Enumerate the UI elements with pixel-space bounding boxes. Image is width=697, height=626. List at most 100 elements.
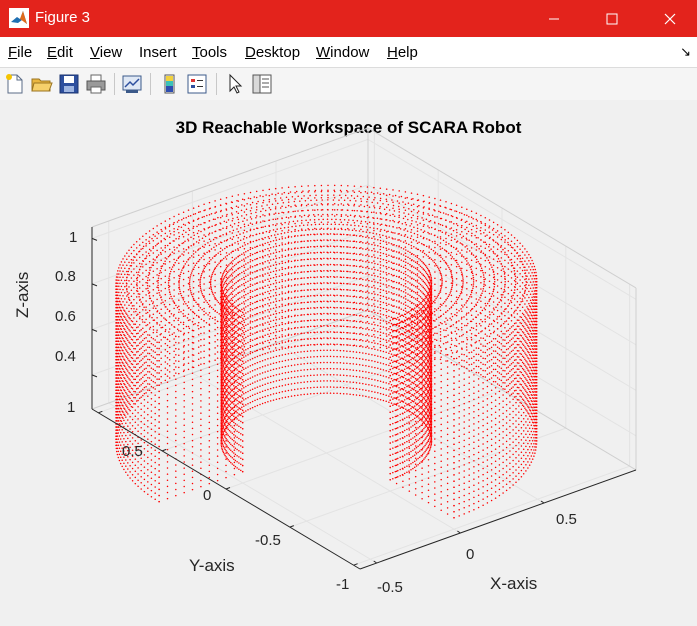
scatter-point xyxy=(148,383,151,385)
menu-insert[interactable]: Insert xyxy=(139,44,177,61)
scatter-point xyxy=(455,363,458,366)
scatter-point xyxy=(450,239,453,242)
scatter-point xyxy=(154,492,156,494)
axis-box-edge xyxy=(91,127,369,228)
scatter-point xyxy=(408,415,410,417)
scatter-point xyxy=(154,473,156,476)
print-icon xyxy=(86,74,106,94)
scatter-point xyxy=(392,318,394,321)
scatter-point xyxy=(392,459,394,462)
open-file-button[interactable] xyxy=(30,72,54,96)
scatter-point xyxy=(243,309,246,311)
colorbar-button[interactable] xyxy=(158,72,182,96)
scatter-point xyxy=(192,207,195,209)
scatter-point xyxy=(473,453,475,456)
menu-help[interactable]: Help xyxy=(387,44,418,61)
scatter-point xyxy=(145,373,147,376)
scatter-point xyxy=(214,224,216,227)
pointer-button[interactable] xyxy=(223,72,247,96)
scatter-point xyxy=(225,227,228,230)
figure-canvas[interactable]: 3D Reachable Workspace of SCARA Robot 1 … xyxy=(0,100,697,626)
scatter-point xyxy=(145,324,147,327)
scatter-point xyxy=(187,337,190,340)
scatter-point xyxy=(121,349,123,351)
scatter-point xyxy=(458,515,460,517)
scatter-point xyxy=(130,350,133,353)
scatter-point xyxy=(126,252,128,254)
new-figure-button[interactable] xyxy=(3,72,27,96)
scatter-point xyxy=(428,389,430,392)
plot-3d-axes[interactable] xyxy=(0,100,697,626)
menu-view[interactable]: View xyxy=(90,44,123,61)
scatter-point xyxy=(529,397,532,400)
link-plot-button[interactable] xyxy=(120,72,144,96)
scatter-point xyxy=(500,385,503,388)
scatter-point xyxy=(148,285,151,287)
scatter-point xyxy=(531,321,533,323)
scatter-point xyxy=(428,334,430,337)
scatter-point xyxy=(422,213,425,215)
scatter-point xyxy=(430,402,433,404)
scatter-point xyxy=(504,376,506,378)
scatter-point xyxy=(533,290,536,292)
menu-file[interactable]: File xyxy=(8,44,33,61)
legend-button[interactable] xyxy=(185,72,209,96)
scatter-point xyxy=(173,332,175,334)
save-button[interactable] xyxy=(57,72,81,96)
scatter-point xyxy=(360,234,362,237)
scatter-point xyxy=(115,337,118,339)
scatter-point xyxy=(360,344,362,347)
scatter-point xyxy=(126,380,128,383)
scatter-point xyxy=(366,235,369,237)
scatter-point xyxy=(455,302,458,305)
print-button[interactable] xyxy=(84,72,108,96)
scatter-point xyxy=(225,288,228,291)
menu-window[interactable]: Window xyxy=(316,44,370,61)
scatter-point xyxy=(243,223,246,226)
scatter-point xyxy=(534,281,537,283)
dock-figure-icon[interactable]: ↘ xyxy=(680,44,691,59)
scatter-point xyxy=(531,272,533,274)
close-button[interactable] xyxy=(641,0,697,37)
scatter-point xyxy=(394,372,397,375)
scatter-point xyxy=(470,265,473,268)
scatter-point xyxy=(225,313,228,315)
scatter-point xyxy=(145,238,147,241)
scatter-point xyxy=(477,506,480,509)
scatter-point xyxy=(274,310,277,312)
menu-tools[interactable]: Tools xyxy=(192,44,228,61)
scatter-point xyxy=(117,413,120,416)
menu-edit[interactable]: Edit xyxy=(47,44,73,61)
scatter-point xyxy=(392,195,394,197)
scatter-point xyxy=(429,441,431,444)
scatter-point xyxy=(287,284,290,286)
scatter-point xyxy=(509,462,511,464)
scatter-point xyxy=(392,404,394,407)
scatter-point xyxy=(521,288,524,290)
scatter-point xyxy=(516,362,519,364)
scatter-point xyxy=(535,397,538,399)
maximize-button[interactable] xyxy=(583,0,641,37)
scatter-point xyxy=(394,421,397,424)
scatter-point xyxy=(327,215,329,217)
scatter-point xyxy=(513,347,516,349)
scatter-point xyxy=(294,210,296,212)
scatter-point xyxy=(410,322,412,324)
scatter-point xyxy=(488,280,491,283)
property-inspector-button[interactable] xyxy=(250,72,274,96)
scatter-point xyxy=(392,349,394,351)
scatter-point xyxy=(197,242,200,244)
scatter-point xyxy=(521,367,524,370)
scatter-point xyxy=(450,337,453,340)
scatter-point xyxy=(463,415,465,417)
scatter-point xyxy=(164,226,167,228)
scatter-point xyxy=(403,331,406,334)
scatter-point xyxy=(525,457,527,460)
minimize-button[interactable] xyxy=(525,0,583,37)
scatter-point xyxy=(314,184,316,187)
scatter-point xyxy=(468,382,470,384)
menu-desktop[interactable]: Desktop xyxy=(245,44,301,61)
scatter-point xyxy=(430,383,433,386)
scatter-point xyxy=(507,250,510,252)
scatter-point xyxy=(416,254,419,257)
